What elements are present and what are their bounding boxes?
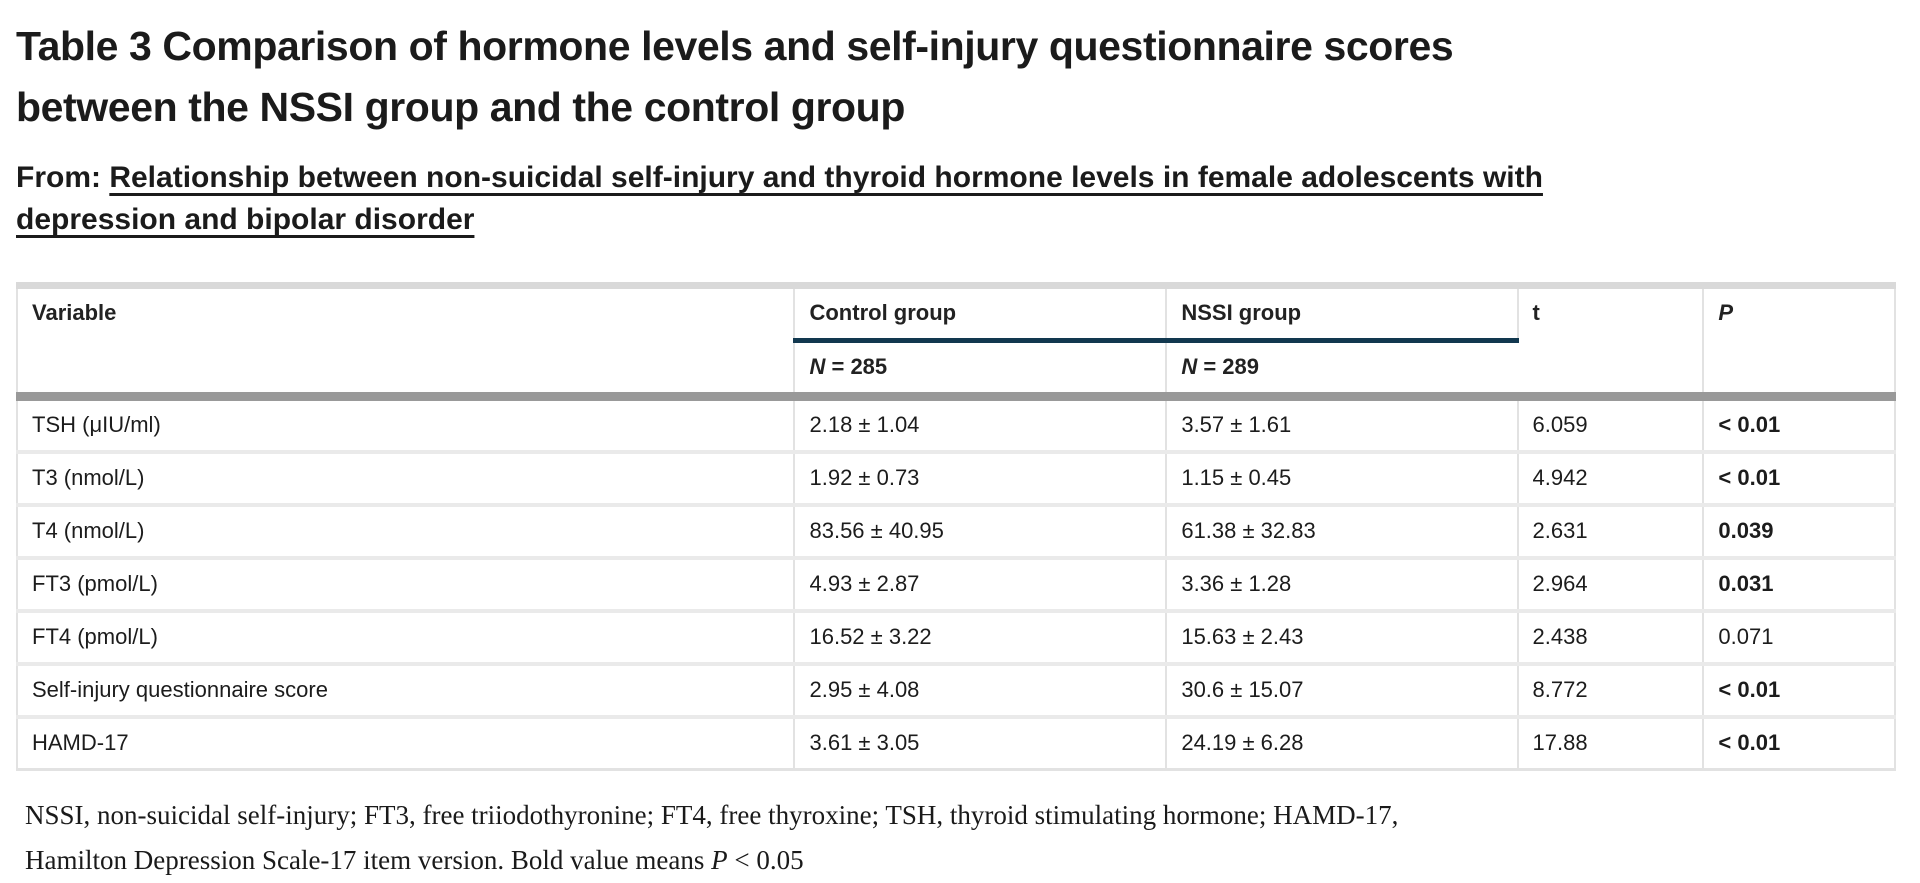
- article-link[interactable]: Relationship between non-suicidal self-i…: [16, 161, 1543, 236]
- cell-variable: FT4 (pmol/L): [17, 611, 796, 667]
- column-header-variable: Variable: [17, 285, 796, 402]
- column-header-t: t: [1517, 285, 1705, 402]
- cell-p: < 0.01: [1703, 664, 1895, 720]
- cell-control: 2.18 ± 1.04: [794, 396, 1168, 455]
- cell-variable: TSH (μIU/ml): [17, 396, 796, 455]
- table-row: TSH (μIU/ml) 2.18 ± 1.04 3.57 ± 1.61 6.0…: [17, 396, 1895, 455]
- n-symbol: N: [809, 354, 826, 380]
- cell-control: 4.93 ± 2.87: [794, 558, 1168, 614]
- cell-p: 0.071: [1703, 611, 1895, 667]
- cell-control: 3.61 ± 3.05: [794, 717, 1168, 772]
- footnote-p-threshold: < 0.05: [727, 844, 804, 875]
- cell-variable: HAMD-17: [17, 717, 796, 772]
- cell-nssi: 15.63 ± 2.43: [1166, 611, 1519, 667]
- table-row: T4 (nmol/L) 83.56 ± 40.95 61.38 ± 32.83 …: [17, 505, 1895, 561]
- cell-variable: Self-injury questionnaire score: [17, 664, 796, 720]
- header-row: Variable Control group NSSI group t P: [17, 285, 1895, 402]
- footnote: NSSI, non-suicidal self-injury; FT3, fre…: [16, 793, 1496, 882]
- cell-t: 2.964: [1517, 558, 1705, 614]
- subheader-row: N = 285 N = 289: [17, 340, 1895, 402]
- column-header-nssi-group: NSSI group: [1166, 285, 1519, 344]
- footnote-text: NSSI, non-suicidal self-injury; FT3, fre…: [25, 800, 1399, 875]
- cell-t: 2.631: [1517, 505, 1705, 561]
- cell-variable: T4 (nmol/L): [17, 505, 796, 561]
- control-n-value: = 285: [825, 354, 888, 380]
- cell-p: 0.039: [1703, 505, 1895, 561]
- control-group-n: N = 285: [794, 340, 1168, 402]
- cell-nssi: 24.19 ± 6.28: [1166, 717, 1519, 772]
- table-row: FT4 (pmol/L) 16.52 ± 3.22 15.63 ± 2.43 2…: [17, 611, 1895, 667]
- cell-control: 83.56 ± 40.95: [794, 505, 1168, 561]
- cell-nssi: 30.6 ± 15.07: [1166, 664, 1519, 720]
- column-header-p: P: [1703, 285, 1895, 402]
- cell-p: < 0.01: [1703, 717, 1895, 772]
- from-label: From:: [16, 161, 110, 195]
- table-row: T3 (nmol/L) 1.92 ± 0.73 1.15 ± 0.45 4.94…: [17, 452, 1895, 508]
- page-title: Table 3 Comparison of hormone levels and…: [16, 23, 1454, 130]
- nssi-group-n: N = 289: [1166, 340, 1518, 402]
- cell-nssi: 61.38 ± 32.83: [1166, 505, 1519, 561]
- hormone-comparison-table: Variable Control group NSSI group t P N …: [16, 282, 1896, 772]
- cell-p: < 0.01: [1703, 396, 1895, 455]
- cell-t: 6.059: [1517, 396, 1705, 455]
- nssi-n-value: = 289: [1197, 354, 1259, 380]
- cell-nssi: 1.15 ± 0.45: [1166, 452, 1519, 508]
- column-header-control-group: Control group: [794, 285, 1168, 344]
- cell-variable: T3 (nmol/L): [17, 452, 796, 508]
- cell-control: 1.92 ± 0.73: [794, 452, 1168, 508]
- cell-control: 2.95 ± 4.08: [794, 664, 1168, 720]
- cell-t: 4.942: [1517, 452, 1705, 508]
- footnote-p-symbol: P: [711, 844, 728, 875]
- cell-t: 17.88: [1517, 717, 1705, 772]
- table-row: Self-injury questionnaire score 2.95 ± 4…: [17, 664, 1895, 720]
- cell-nssi: 3.36 ± 1.28: [1166, 558, 1519, 614]
- cell-control: 16.52 ± 3.22: [794, 611, 1168, 667]
- cell-p: < 0.01: [1703, 452, 1895, 508]
- n-symbol: N: [1181, 354, 1198, 380]
- table-row: HAMD-17 3.61 ± 3.05 24.19 ± 6.28 17.88 <…: [17, 717, 1895, 772]
- cell-t: 8.772: [1517, 664, 1705, 720]
- table-row: FT3 (pmol/L) 4.93 ± 2.87 3.36 ± 1.28 2.9…: [17, 558, 1895, 614]
- cell-nssi: 3.57 ± 1.61: [1166, 396, 1519, 455]
- from-line: From: Relationship between non-suicidal …: [16, 157, 1561, 240]
- cell-variable: FT3 (pmol/L): [17, 558, 796, 614]
- cell-t: 2.438: [1517, 611, 1705, 667]
- cell-p: 0.031: [1703, 558, 1895, 614]
